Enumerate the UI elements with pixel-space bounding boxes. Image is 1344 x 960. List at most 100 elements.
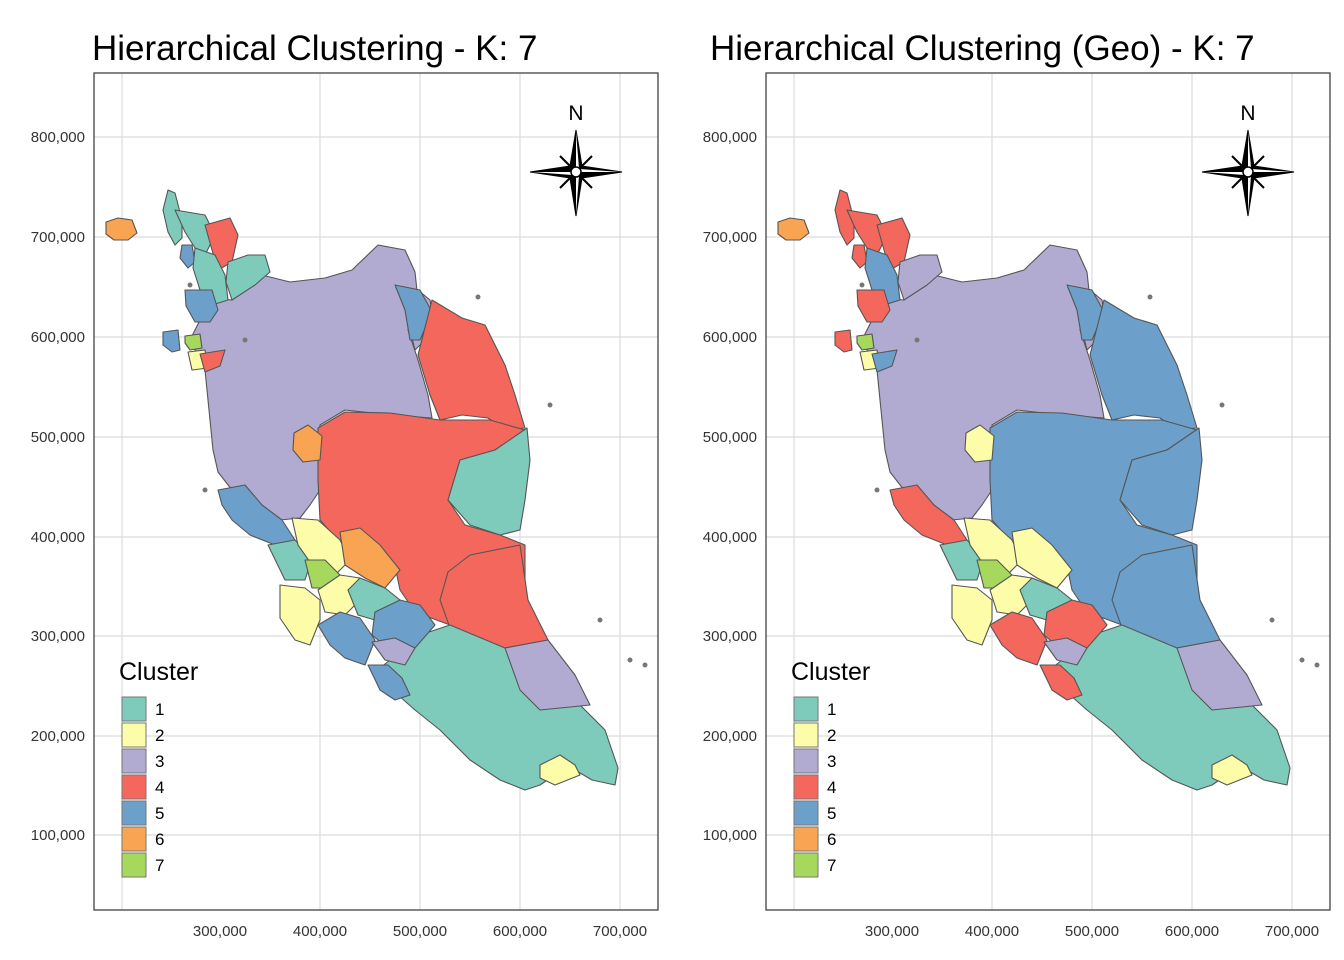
region-kedah-s[interactable] bbox=[184, 289, 219, 323]
legend-label: 4 bbox=[155, 778, 164, 797]
y-tick-label: 700,000 bbox=[703, 229, 757, 246]
region-ns-w[interactable] bbox=[989, 611, 1048, 666]
islet bbox=[1269, 617, 1275, 623]
legend: Cluster 1 2 3 4 5 6 7 bbox=[119, 658, 198, 878]
region-kedah-w[interactable] bbox=[179, 244, 196, 269]
islet bbox=[627, 657, 633, 663]
compass-center-icon bbox=[1242, 166, 1254, 178]
region-selangor-ne[interactable] bbox=[339, 527, 401, 589]
legend-label: 4 bbox=[827, 778, 836, 797]
legend-swatch bbox=[793, 800, 819, 826]
region-johor-jb[interactable] bbox=[1211, 754, 1253, 786]
region-selangor-sw[interactable] bbox=[279, 584, 321, 646]
region-ns-s[interactable] bbox=[371, 599, 436, 651]
region-selangor-n[interactable] bbox=[963, 517, 1023, 576]
islet bbox=[1147, 294, 1153, 300]
legend-label: 7 bbox=[155, 856, 164, 875]
islet bbox=[859, 282, 865, 288]
region-melaka[interactable] bbox=[367, 664, 411, 701]
region-pahang-e[interactable] bbox=[447, 427, 531, 536]
panel-right: 300,000 400,000 500,000 600,000 700,000 800,0… bbox=[703, 29, 1331, 940]
region-penang-island[interactable] bbox=[834, 329, 853, 353]
y-tick-label: 600,000 bbox=[31, 329, 85, 346]
y-tick-label: 300,000 bbox=[703, 628, 757, 645]
region-johor-jb[interactable] bbox=[539, 754, 581, 786]
x-tick-label: 300,000 bbox=[865, 923, 919, 940]
y-tick-label: 500,000 bbox=[31, 429, 85, 446]
compass-center-icon bbox=[570, 166, 582, 178]
y-tick-label: 700,000 bbox=[31, 229, 85, 246]
region-kedah-se[interactable] bbox=[897, 254, 943, 301]
region-perlis[interactable] bbox=[834, 189, 855, 246]
x-tick-label: 500,000 bbox=[393, 923, 447, 940]
region-langkawi[interactable] bbox=[105, 217, 138, 241]
legend-label: 6 bbox=[827, 830, 836, 849]
region-penang-main[interactable] bbox=[184, 333, 203, 351]
region-penang-main[interactable] bbox=[856, 333, 875, 351]
region-perak-small[interactable] bbox=[199, 349, 226, 373]
region-langkawi[interactable] bbox=[777, 217, 810, 241]
x-tick-label: 600,000 bbox=[493, 923, 547, 940]
y-tick-label: 400,000 bbox=[703, 529, 757, 546]
region-kelantan-ne[interactable] bbox=[394, 284, 433, 341]
region-perlis[interactable] bbox=[162, 189, 183, 246]
x-tick-label: 500,000 bbox=[1065, 923, 1119, 940]
x-tick-label: 400,000 bbox=[293, 923, 347, 940]
y-tick-label: 800,000 bbox=[703, 129, 757, 146]
y-tick-label: 500,000 bbox=[703, 429, 757, 446]
legend-swatch bbox=[121, 800, 147, 826]
region-melaka[interactable] bbox=[1039, 664, 1083, 701]
north-label: N bbox=[568, 102, 583, 125]
region-selangor-sw[interactable] bbox=[951, 584, 993, 646]
y-tick-label: 200,000 bbox=[703, 728, 757, 745]
region-johor-ne[interactable] bbox=[1176, 639, 1263, 711]
panel-title: Hierarchical Clustering - K: 7 bbox=[92, 29, 537, 68]
legend-label: 1 bbox=[827, 700, 836, 719]
legend-swatch bbox=[121, 852, 147, 878]
x-tick-label: 400,000 bbox=[965, 923, 1019, 940]
region-pahang-w-spot[interactable] bbox=[964, 424, 995, 463]
north-label: N bbox=[1240, 102, 1255, 125]
islet bbox=[1314, 662, 1320, 668]
islet bbox=[914, 337, 920, 343]
legend-title: Cluster bbox=[791, 658, 870, 686]
y-tick-label: 800,000 bbox=[31, 129, 85, 146]
region-kedah-w[interactable] bbox=[851, 244, 868, 269]
region-kelantan-ne[interactable] bbox=[1066, 284, 1105, 341]
x-tick-label: 300,000 bbox=[193, 923, 247, 940]
region-pahang-e[interactable] bbox=[1119, 427, 1203, 536]
region-ns-s[interactable] bbox=[1043, 599, 1108, 651]
islet bbox=[1219, 402, 1225, 408]
north-arrow: N bbox=[529, 102, 623, 217]
panel-frame bbox=[93, 72, 659, 911]
legend-swatch bbox=[793, 748, 819, 774]
y-tick-label: 400,000 bbox=[31, 529, 85, 546]
islet bbox=[547, 402, 553, 408]
region-pahang-w-spot[interactable] bbox=[292, 424, 323, 463]
legend-label: 6 bbox=[155, 830, 164, 849]
legend-swatch bbox=[121, 774, 147, 800]
region-ns-w[interactable] bbox=[317, 611, 376, 666]
legend-swatch bbox=[121, 722, 147, 748]
region-penang-island[interactable] bbox=[162, 329, 181, 353]
region-johor-ne[interactable] bbox=[504, 639, 591, 711]
y-tick-label: 300,000 bbox=[31, 628, 85, 645]
islet bbox=[642, 662, 648, 668]
region-ns-e[interactable] bbox=[1043, 637, 1088, 666]
legend-swatch bbox=[793, 852, 819, 878]
region-perak-small[interactable] bbox=[871, 349, 898, 373]
legend-label: 3 bbox=[827, 752, 836, 771]
region-selangor-ne[interactable] bbox=[1011, 527, 1073, 589]
legend-label: 5 bbox=[155, 804, 164, 823]
islet bbox=[1299, 657, 1305, 663]
legend: Cluster 1 2 3 4 5 6 7 bbox=[791, 658, 870, 878]
y-tick-label: 600,000 bbox=[703, 329, 757, 346]
legend-label: 7 bbox=[827, 856, 836, 875]
x-tick-label: 600,000 bbox=[1165, 923, 1219, 940]
region-kedah-s[interactable] bbox=[856, 289, 891, 323]
region-kedah-se[interactable] bbox=[225, 254, 271, 301]
region-selangor-n[interactable] bbox=[291, 517, 351, 576]
legend-swatch bbox=[793, 696, 819, 722]
region-ns-e[interactable] bbox=[371, 637, 416, 666]
